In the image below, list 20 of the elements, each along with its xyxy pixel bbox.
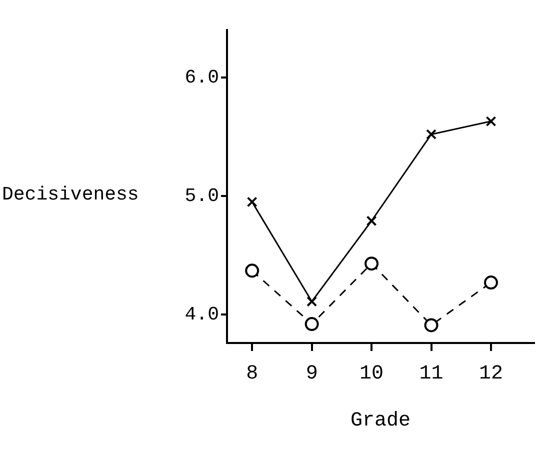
point	[304, 317, 319, 332]
point	[426, 129, 437, 140]
x-axis-title: Grade	[350, 409, 411, 432]
point	[246, 196, 258, 208]
point	[366, 216, 377, 226]
y-tick-label: 5.0	[184, 185, 219, 208]
y-tick-label: 4.0	[184, 304, 219, 326]
point	[245, 264, 260, 278]
x-tick-label: 10	[360, 362, 384, 386]
x-tick-label: 8	[246, 362, 258, 386]
point	[306, 296, 318, 307]
x-tick-label: 11	[419, 362, 444, 386]
x-tick-label: 9	[306, 362, 318, 386]
x-tick-label: 12	[478, 362, 504, 386]
point	[424, 318, 438, 332]
point	[484, 276, 498, 290]
y-tick-label: 6.0	[184, 66, 219, 88]
point	[364, 256, 379, 271]
point	[486, 116, 496, 127]
y-axis-title: Decisiveness	[2, 184, 139, 206]
